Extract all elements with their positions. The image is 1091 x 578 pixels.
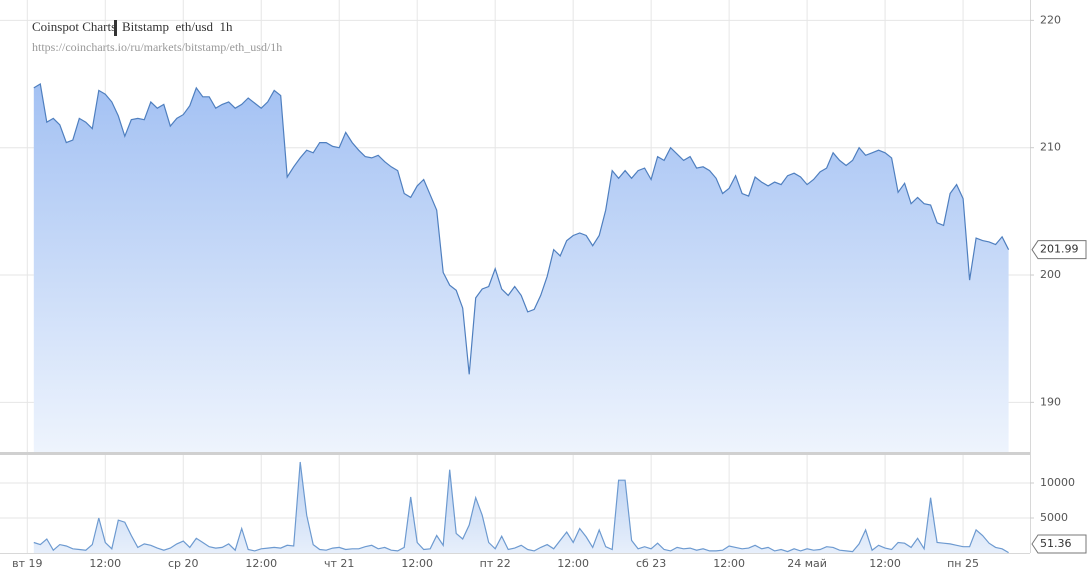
labels: 190 200 210 220 201.99 вт 19 12:00 ср 20 12:00 чт… [12, 13, 1087, 570]
x-tick-label: 12:00 [89, 557, 121, 570]
marks [33, 83, 1010, 554]
x-tick-label: пн 25 [947, 557, 979, 570]
y-tick-label: 5000 [1040, 511, 1068, 524]
x-tick-label: 24 май [787, 557, 827, 570]
area [33, 84, 1009, 452]
x-tick-label: 12:00 [401, 557, 433, 570]
last-value-box [1031, 240, 1087, 260]
last-value-box [1031, 534, 1087, 554]
chart-title: Coinspot Charts [32, 19, 116, 34]
line [33, 83, 1010, 375]
x-tick-label: 12:00 [245, 557, 277, 570]
x-tick-label: сб 23 [636, 557, 666, 570]
x-tick-label: 12:00 [557, 557, 589, 570]
x-tick-label: 12:00 [713, 557, 745, 570]
line [33, 461, 1009, 554]
separator [114, 20, 117, 36]
chart-subtitle: Bitstamp eth/usd 1h [122, 19, 233, 34]
x-tick-label: вт 19 [12, 557, 42, 570]
y-tick-label: 220 [1040, 13, 1061, 26]
x-tick-label: пт 22 [480, 557, 511, 570]
last-value-label: 201.99 [1040, 243, 1079, 256]
area [33, 462, 1009, 553]
x-tick-label: чт 21 [324, 557, 354, 570]
y-tick-label: 190 [1040, 395, 1061, 408]
x-tick-label: 12:00 [869, 557, 901, 570]
y-tick-label: 10000 [1040, 476, 1075, 489]
y-tick-label: 200 [1040, 268, 1061, 281]
x-tick-label: ср 20 [168, 557, 199, 570]
source-url: https://coincharts.io/ru/markets/bitstam… [32, 40, 282, 54]
last-value-label: 51.36 [1040, 537, 1072, 550]
y-tick-label: 210 [1040, 141, 1061, 154]
